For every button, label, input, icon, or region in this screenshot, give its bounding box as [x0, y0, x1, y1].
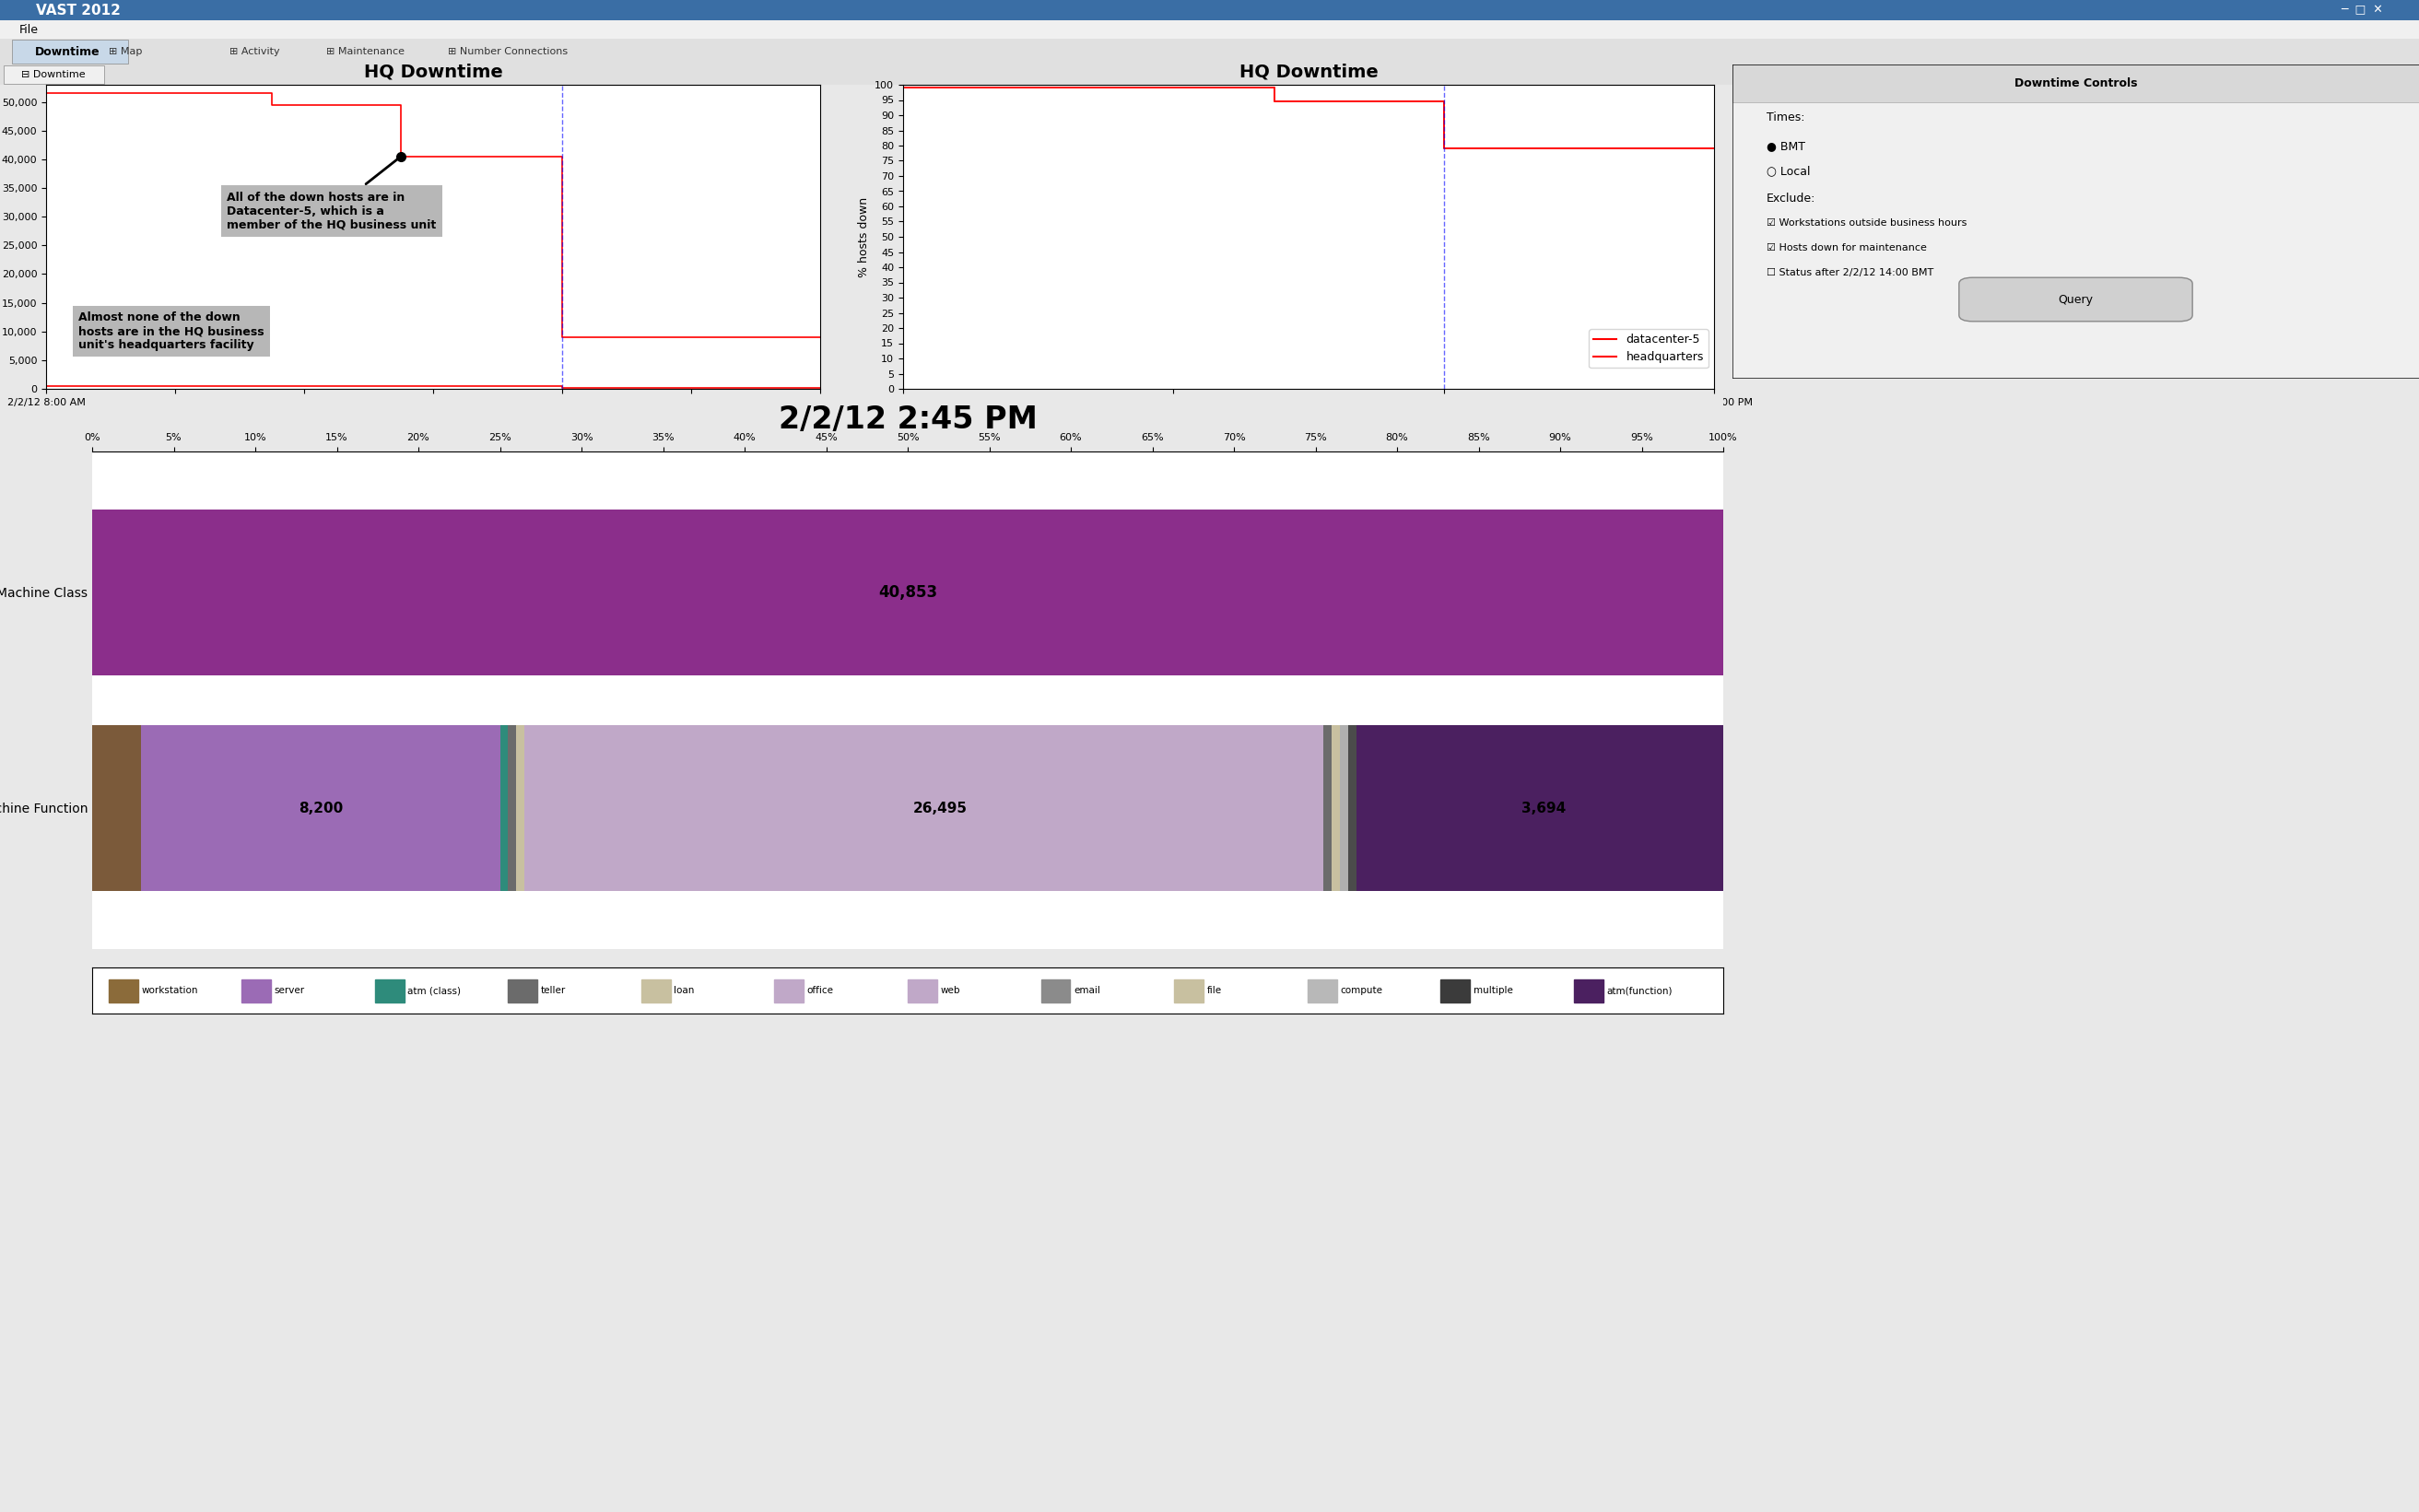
Bar — [525, 726, 1316, 891]
Text: office: office — [808, 986, 835, 995]
Bar — [109, 978, 138, 1002]
FancyBboxPatch shape — [1959, 278, 2192, 322]
Bar — [1357, 726, 1722, 891]
Bar — [515, 726, 525, 891]
Text: ─  □  ✕: ─ □ ✕ — [2342, 5, 2383, 17]
datacenter-5 — [1260, 79, 1289, 97]
Bar — [1340, 726, 1347, 891]
Text: Downtime: Downtime — [36, 45, 99, 57]
FancyBboxPatch shape — [2, 65, 104, 83]
Text: Downtime Controls: Downtime Controls — [2015, 77, 2138, 89]
Text: teller: teller — [542, 986, 566, 995]
Text: VAST 2012: VAST 2012 — [36, 3, 121, 17]
Text: 26,495: 26,495 — [912, 801, 968, 815]
datacenter-5 — [1701, 139, 1730, 157]
Text: file: file — [1207, 986, 1222, 995]
datacenter-5 — [1430, 139, 1459, 157]
Bar — [1173, 978, 1205, 1002]
Text: 40,853: 40,853 — [878, 584, 936, 600]
Line: headquarters: headquarters — [902, 88, 1715, 148]
Text: compute: compute — [1340, 986, 1381, 995]
Text: workstation: workstation — [140, 986, 198, 995]
FancyBboxPatch shape — [1732, 65, 2419, 103]
Text: File: File — [19, 24, 39, 35]
Text: server: server — [273, 986, 305, 995]
Text: Almost none of the down
hosts are in the HQ business
unit's headquarters facilit: Almost none of the down hosts are in the… — [77, 311, 264, 351]
Text: 8,200: 8,200 — [298, 801, 343, 815]
Text: ⊞ Maintenance: ⊞ Maintenance — [327, 47, 404, 56]
datacenter-5 — [888, 79, 917, 97]
headquarters — [1260, 92, 1289, 110]
headquarters — [1260, 79, 1289, 97]
datacenter-5 — [1260, 92, 1289, 110]
Text: 3,694: 3,694 — [1522, 801, 1565, 815]
Bar — [242, 978, 271, 1002]
Text: Exclude:: Exclude: — [1766, 194, 1817, 206]
Text: ⊞ Activity: ⊞ Activity — [230, 47, 281, 56]
Text: All of the down hosts are in
Datacenter-5, which is a
member of the HQ business : All of the down hosts are in Datacenter-… — [227, 159, 435, 231]
Text: ⊟ Downtime: ⊟ Downtime — [22, 70, 85, 79]
Bar — [375, 978, 404, 1002]
headquarters — [1430, 92, 1459, 110]
Text: atm (class): atm (class) — [406, 986, 462, 995]
Text: ⊞ Map: ⊞ Map — [109, 47, 143, 56]
Bar — [774, 978, 803, 1002]
Text: ☐ Status after 2/2/12 14:00 BMT: ☐ Status after 2/2/12 14:00 BMT — [1766, 268, 1933, 277]
X-axis label: Time (BMT): Time (BMT) — [399, 413, 467, 423]
Legend: datacenter-5, headquarters: datacenter-5, headquarters — [1589, 330, 1708, 367]
Bar — [1333, 726, 1340, 891]
Bar — [641, 978, 670, 1002]
Bar — [140, 726, 501, 891]
headquarters — [888, 79, 917, 97]
Text: email: email — [1074, 986, 1101, 995]
Bar — [508, 726, 515, 891]
headquarters — [1430, 139, 1459, 157]
Text: ○ Local: ○ Local — [1766, 165, 1809, 177]
datacenter-5 — [1430, 92, 1459, 110]
Text: multiple: multiple — [1473, 986, 1512, 995]
Bar — [907, 978, 936, 1002]
X-axis label: Time (BMT): Time (BMT) — [1275, 413, 1343, 423]
Title: HQ Downtime: HQ Downtime — [1239, 64, 1379, 80]
Y-axis label: % hosts down: % hosts down — [859, 197, 871, 277]
Text: 2/2/12 2:45 PM: 2/2/12 2:45 PM — [779, 404, 1038, 434]
Text: Times:: Times: — [1766, 112, 1805, 124]
Text: Query: Query — [2059, 293, 2092, 305]
Text: ☑ Workstations outside business hours: ☑ Workstations outside business hours — [1766, 218, 1967, 227]
headquarters — [1701, 139, 1730, 157]
Line: datacenter-5: datacenter-5 — [902, 88, 1715, 148]
Title: HQ Downtime: HQ Downtime — [363, 64, 503, 80]
Bar — [1575, 978, 1604, 1002]
Bar — [1040, 978, 1069, 1002]
Text: atm(function): atm(function) — [1606, 986, 1672, 995]
Bar — [1316, 726, 1323, 891]
Bar — [1442, 978, 1471, 1002]
Bar — [92, 510, 1722, 676]
Text: ● BMT: ● BMT — [1766, 139, 1805, 151]
Bar — [508, 978, 537, 1002]
Bar — [1347, 726, 1357, 891]
Text: loan: loan — [675, 986, 694, 995]
Text: web: web — [941, 986, 960, 995]
Bar — [501, 726, 508, 891]
Text: ⊞ Number Connections: ⊞ Number Connections — [448, 47, 568, 56]
Text: ☑ Hosts down for maintenance: ☑ Hosts down for maintenance — [1766, 243, 1928, 253]
FancyBboxPatch shape — [12, 39, 128, 64]
Bar — [1306, 978, 1338, 1002]
Bar — [1323, 726, 1333, 891]
Bar — [92, 726, 140, 891]
